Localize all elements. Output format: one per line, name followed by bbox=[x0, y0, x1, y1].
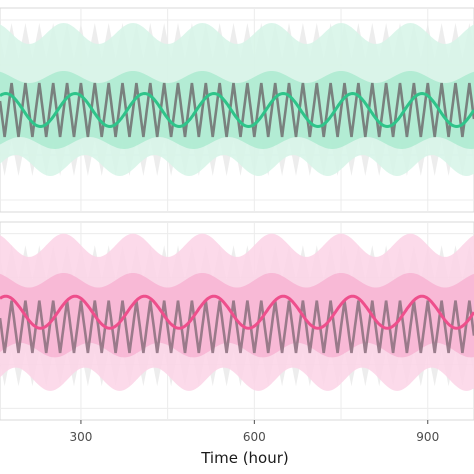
bottom-panel bbox=[0, 221, 474, 421]
x-tick-label: 900 bbox=[416, 430, 439, 444]
forecast-mean-line bbox=[0, 294, 474, 330]
x-axis-ticks: 300 600 900 bbox=[69, 420, 439, 444]
observed-line bbox=[0, 300, 474, 354]
x-tick-label: 600 bbox=[243, 430, 266, 444]
x-axis-title: Time (hour) bbox=[200, 449, 289, 467]
x-tick-label: 300 bbox=[69, 430, 92, 444]
forecast-mean-line bbox=[0, 91, 474, 129]
top-panel bbox=[0, 7, 474, 213]
